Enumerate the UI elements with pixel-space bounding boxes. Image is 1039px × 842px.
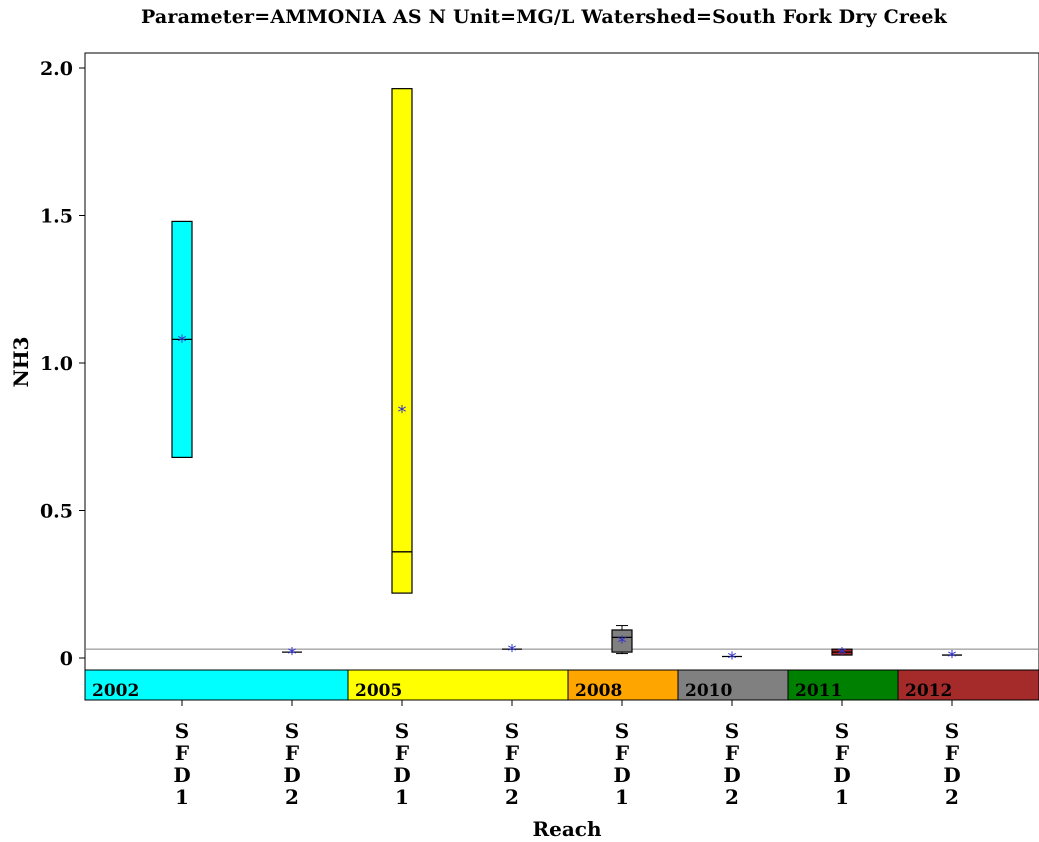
- mean-marker: *: [948, 647, 957, 668]
- plot-area: 0 0.5 1.0 1.5 2.0 2002 2005 2008 2010 2011 2012 * * *…: [40, 52, 1039, 809]
- year-band-label: 2008: [575, 681, 622, 701]
- plot-frame: [84, 52, 1039, 701]
- chart-title: Parameter=AMMONIA AS N Unit=MG/L Watersh…: [140, 6, 948, 28]
- year-band-label: 2010: [685, 681, 732, 701]
- y-tick-label: 0.5: [40, 501, 73, 523]
- year-band-label: 2012: [905, 681, 952, 701]
- box: [611, 629, 633, 653]
- mean-marker: *: [618, 632, 627, 653]
- year-band-label: 2002: [92, 681, 139, 701]
- y-axis-label: NH3: [9, 336, 33, 387]
- y-tick-label: 1.0: [40, 353, 73, 375]
- x-axis-label: Reach: [532, 817, 601, 841]
- mean-marker: *: [288, 644, 297, 665]
- year-band-label: 2005: [355, 681, 402, 701]
- y-tick-label: 0: [60, 648, 73, 670]
- year-band: [897, 669, 1039, 701]
- mean-marker: *: [838, 644, 847, 665]
- year-band: [567, 669, 679, 701]
- y-tick-label: 1.5: [40, 206, 73, 228]
- year-band: [347, 669, 569, 701]
- mean-marker: *: [728, 649, 737, 670]
- mean-marker: *: [508, 641, 517, 662]
- mean-marker: *: [398, 402, 407, 423]
- y-tick-label: 2.0: [40, 58, 73, 80]
- year-band: [677, 669, 789, 701]
- box: [391, 88, 413, 594]
- year-band-label: 2011: [795, 681, 842, 701]
- year-band: [787, 669, 899, 701]
- mean-marker: *: [178, 331, 187, 352]
